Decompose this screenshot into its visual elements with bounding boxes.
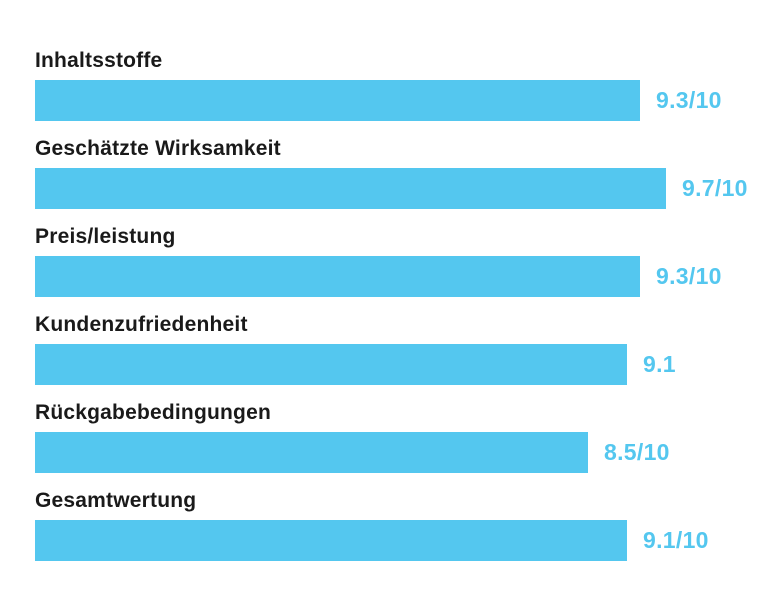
rating-bar (35, 256, 640, 297)
rating-score-label: 9.3/10 (656, 263, 722, 289)
bar-line: 9.3/10 (35, 256, 767, 297)
bar-line: 9.7/10 (35, 168, 767, 209)
rating-bar (35, 520, 627, 561)
rating-bar (35, 344, 627, 385)
rating-score-label: 9.1/10 (643, 527, 709, 553)
rating-bar (35, 168, 666, 209)
rating-row: Preis/leistung 9.3/10 (35, 226, 767, 297)
bar-line: 9.1 (35, 344, 767, 385)
rating-bar-chart: Inhaltsstoffe 9.3/10 Geschätzte Wirksamk… (35, 50, 767, 561)
rating-category-label: Kundenzufriedenheit (35, 313, 248, 336)
rating-category-label: Geschätzte Wirksamkeit (35, 137, 281, 160)
bar-line: 8.5/10 (35, 432, 767, 473)
bar-line: 9.3/10 (35, 80, 767, 121)
rating-category-label: Rückgabebedingungen (35, 401, 271, 424)
rating-row: Geschätzte Wirksamkeit 9.7/10 (35, 138, 767, 209)
rating-score-label: 8.5/10 (604, 439, 670, 465)
rating-category-label: Gesamtwertung (35, 489, 197, 512)
rating-bar (35, 80, 640, 121)
bar-line: 9.1/10 (35, 520, 767, 561)
rating-row: Gesamtwertung 9.1/10 (35, 490, 767, 561)
rating-bar (35, 432, 588, 473)
rating-category-label: Preis/leistung (35, 225, 176, 248)
rating-row: Rückgabebedingungen 8.5/10 (35, 402, 767, 473)
rating-row: Inhaltsstoffe 9.3/10 (35, 50, 767, 121)
rating-score-label: 9.1 (643, 351, 676, 377)
rating-score-label: 9.3/10 (656, 87, 722, 113)
rating-row: Kundenzufriedenheit 9.1 (35, 314, 767, 385)
rating-score-label: 9.7/10 (682, 175, 748, 201)
rating-category-label: Inhaltsstoffe (35, 49, 163, 72)
